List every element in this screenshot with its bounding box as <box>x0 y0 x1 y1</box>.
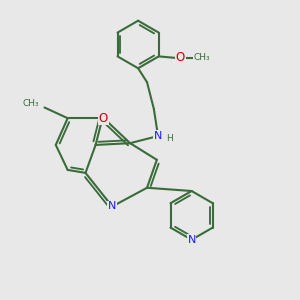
Text: N: N <box>154 131 162 141</box>
Text: O: O <box>176 51 185 64</box>
Text: H: H <box>166 134 173 142</box>
Text: CH₃: CH₃ <box>194 53 210 62</box>
Text: O: O <box>99 112 108 125</box>
Text: N: N <box>108 202 116 212</box>
Text: CH₃: CH₃ <box>22 99 39 108</box>
Text: N: N <box>188 235 196 245</box>
